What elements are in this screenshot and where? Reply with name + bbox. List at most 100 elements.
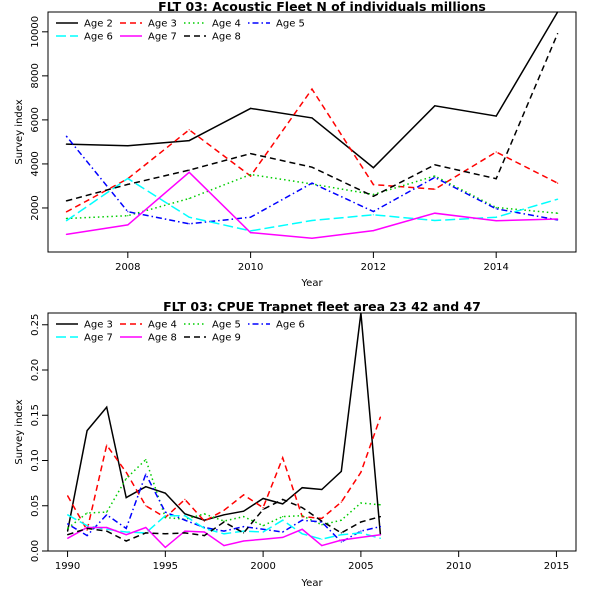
x-tick-label: 2005 <box>348 561 373 572</box>
data-point <box>379 526 381 528</box>
data-point <box>360 536 362 539</box>
chart-panel-2: FLT 03: CPUE Trapnet fleet area 23 42 an… <box>14 299 577 589</box>
data-point <box>262 531 264 533</box>
x-tick-label: 1990 <box>55 561 80 572</box>
data-point <box>145 526 147 529</box>
plot-frame <box>47 312 577 552</box>
series-age-7 <box>65 171 559 240</box>
y-tick-label: 10000 <box>30 16 41 48</box>
data-point <box>223 530 225 532</box>
data-point <box>340 539 342 541</box>
data-point <box>282 516 284 518</box>
data-point <box>434 164 436 166</box>
data-point <box>321 538 323 540</box>
y-tick-label: 8000 <box>30 63 41 88</box>
data-point <box>360 532 362 534</box>
series-age-4 <box>66 416 382 533</box>
data-point <box>379 534 381 536</box>
data-point <box>360 521 362 523</box>
data-point <box>495 206 497 209</box>
data-point <box>184 530 186 532</box>
y-tick-label: 6000 <box>30 107 41 132</box>
data-point <box>557 198 559 200</box>
data-point <box>164 546 166 549</box>
data-point <box>282 498 284 500</box>
data-point <box>340 534 342 536</box>
series-age-3 <box>66 312 382 536</box>
x-axis-label: Year <box>300 578 323 589</box>
data-point <box>557 182 559 184</box>
data-point <box>86 535 88 537</box>
data-point <box>372 167 374 169</box>
data-point <box>203 513 205 515</box>
data-point <box>86 512 88 514</box>
y-axis-label: Survey index <box>14 99 25 164</box>
data-point <box>65 233 67 235</box>
y-tick-label: 0.10 <box>30 449 41 471</box>
data-point <box>243 494 245 496</box>
data-point <box>495 220 497 222</box>
data-point <box>65 135 67 137</box>
series-line <box>65 135 558 225</box>
data-point <box>127 224 129 226</box>
data-point <box>262 508 264 510</box>
data-point <box>379 537 381 539</box>
series-line <box>67 458 381 529</box>
series-age-8 <box>65 33 559 202</box>
x-tick-label: 1995 <box>153 561 178 572</box>
data-point <box>188 140 190 142</box>
data-point <box>434 105 436 107</box>
data-point <box>311 117 313 119</box>
series-age-7 <box>67 514 381 540</box>
data-point <box>188 216 190 218</box>
data-point <box>203 531 205 533</box>
data-point <box>86 430 88 432</box>
data-point <box>360 502 362 504</box>
data-point <box>145 473 147 475</box>
data-point <box>340 519 342 521</box>
legend: Age 2 Age 3 Age 4 Age 5 Age 6 Age 7 Age 8 <box>56 19 305 43</box>
data-point <box>203 520 205 522</box>
series-line <box>66 416 382 533</box>
data-point <box>321 524 323 526</box>
series-age-6 <box>67 472 381 543</box>
data-point <box>86 525 88 527</box>
data-point <box>243 526 245 528</box>
y-tick-label: 0.05 <box>30 495 41 517</box>
data-point <box>321 517 323 520</box>
data-point <box>164 492 166 494</box>
legend-label: Age 8 <box>148 333 177 344</box>
data-point <box>65 200 67 202</box>
data-point <box>106 530 108 532</box>
legend-label: Age 9 <box>212 333 241 344</box>
data-point <box>145 505 147 507</box>
data-point <box>188 223 190 225</box>
data-point <box>379 416 381 418</box>
x-tick-label: 2015 <box>544 561 569 572</box>
data-point <box>340 532 342 534</box>
data-point <box>557 212 559 214</box>
data-point <box>250 175 252 177</box>
y-tick-label: 0.00 <box>30 540 41 562</box>
data-point <box>243 516 245 518</box>
data-point <box>203 535 205 537</box>
data-point <box>65 220 67 222</box>
data-point <box>360 530 362 532</box>
data-point <box>360 471 362 473</box>
data-point <box>321 521 323 523</box>
data-point <box>164 533 166 535</box>
series-age-9 <box>67 498 381 542</box>
legend-label: Age 6 <box>276 320 305 331</box>
data-point <box>434 219 436 222</box>
data-point <box>125 471 127 473</box>
data-point <box>250 232 252 234</box>
x-tick-label: 2008 <box>115 262 140 273</box>
data-point <box>106 526 108 529</box>
data-point <box>557 11 559 13</box>
data-point <box>106 444 108 446</box>
y-tick-label: 0.15 <box>30 404 41 426</box>
data-point <box>65 211 67 213</box>
data-point <box>434 175 436 177</box>
data-point <box>495 178 497 180</box>
data-point <box>495 115 497 117</box>
